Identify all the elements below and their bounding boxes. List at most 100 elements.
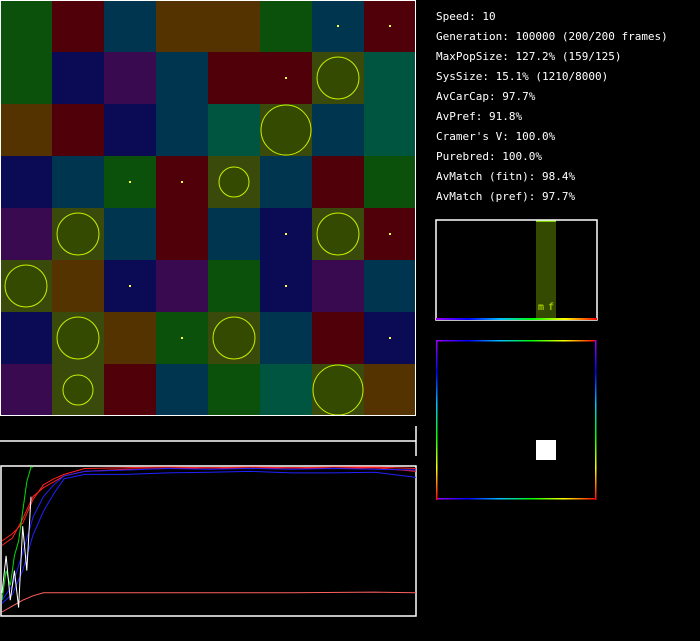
- grid-cell[interactable]: [156, 52, 208, 104]
- grid-cell[interactable]: [156, 104, 208, 156]
- grid-cell[interactable]: [260, 364, 312, 416]
- grid-cell[interactable]: [0, 104, 52, 156]
- stat-label: MaxPopSize: [436, 50, 503, 63]
- stat-line: Generation: 100000 (200/200 frames): [436, 30, 668, 43]
- agent-dot: [337, 25, 339, 27]
- stat-line: MaxPopSize: 127.2% (159/125): [436, 50, 622, 63]
- histogram-label-m: m: [538, 302, 544, 313]
- stat-label: Cramer's V: [436, 130, 503, 143]
- grid-cell[interactable]: [156, 364, 208, 416]
- agent-dot: [181, 337, 183, 339]
- grid-cell[interactable]: [0, 364, 52, 416]
- grid-cell[interactable]: [156, 0, 208, 52]
- stat-value: 98.4%: [541, 170, 576, 183]
- grid-cell[interactable]: [0, 312, 52, 364]
- agent-circle: [218, 166, 250, 198]
- grid-cell[interactable]: [364, 52, 416, 104]
- grid-cell[interactable]: [104, 208, 156, 260]
- world-grid[interactable]: [0, 0, 416, 416]
- stat-line: Cramer's V: 100.0%: [436, 130, 556, 143]
- stat-value: 127.2% (159/125): [515, 50, 622, 63]
- stat-line: Purebred: 100.0%: [436, 150, 542, 163]
- grid-cell[interactable]: [312, 260, 364, 312]
- stat-label: SysSize: [436, 70, 483, 83]
- matrix-cell: [536, 440, 556, 460]
- grid-cell[interactable]: [364, 156, 416, 208]
- agent-circle: [56, 212, 100, 256]
- agent-dot: [129, 181, 131, 183]
- grid-cell[interactable]: [52, 156, 104, 208]
- stat-value: 100000 (200/200 frames): [515, 30, 668, 43]
- agent-dot: [389, 25, 391, 27]
- grid-cell[interactable]: [260, 312, 312, 364]
- grid-cell[interactable]: [52, 52, 104, 104]
- grid-cell[interactable]: [312, 156, 364, 208]
- grid-cell[interactable]: [208, 364, 260, 416]
- agent-dot: [285, 233, 287, 235]
- stat-line: Speed: 10: [436, 10, 496, 23]
- series-line: [1, 466, 417, 542]
- grid-cell[interactable]: [104, 364, 156, 416]
- grid-cell[interactable]: [52, 0, 104, 52]
- agent-dot: [285, 77, 287, 79]
- agent-circle: [62, 374, 94, 406]
- grid-cell[interactable]: [364, 104, 416, 156]
- grid-cell[interactable]: [260, 156, 312, 208]
- timeline-strip: [0, 426, 417, 456]
- stat-label: AvPref: [436, 110, 476, 123]
- grid-cell[interactable]: [312, 104, 364, 156]
- stat-line: AvMatch (fitn): 98.4%: [436, 170, 576, 183]
- stat-line: AvMatch (pref): 97.7%: [436, 190, 576, 203]
- preference-histogram: m f: [435, 219, 598, 321]
- grid-cell[interactable]: [0, 0, 52, 52]
- mating-matrix: [436, 340, 597, 500]
- grid-cell[interactable]: [208, 260, 260, 312]
- stat-value: 97.7%: [502, 90, 536, 103]
- grid-cell[interactable]: [52, 104, 104, 156]
- grid-cell[interactable]: [0, 156, 52, 208]
- stat-value: 100.0%: [515, 130, 556, 143]
- grid-cell[interactable]: [364, 260, 416, 312]
- grid-cell[interactable]: [260, 0, 312, 52]
- grid-cell[interactable]: [156, 260, 208, 312]
- stat-value: 91.8%: [489, 110, 523, 123]
- grid-cell[interactable]: [104, 104, 156, 156]
- stat-line: SysSize: 15.1% (1210/8000): [436, 70, 609, 83]
- grid-cell[interactable]: [312, 312, 364, 364]
- series-line: [1, 496, 32, 608]
- grid-cell[interactable]: [0, 208, 52, 260]
- agent-circle: [260, 104, 312, 156]
- stat-value: 15.1% (1210/8000): [495, 70, 609, 83]
- grid-cell[interactable]: [104, 312, 156, 364]
- stat-label: AvCarCap: [436, 90, 489, 103]
- stat-label: Generation: [436, 30, 503, 43]
- grid-cell[interactable]: [364, 364, 416, 416]
- grid-cell[interactable]: [156, 208, 208, 260]
- agent-circle: [4, 264, 48, 308]
- stat-value: 10: [482, 10, 496, 23]
- agent-dot: [181, 181, 183, 183]
- grid-border: [0, 0, 416, 416]
- histogram-label-f: f: [548, 302, 554, 313]
- stats-panel: Speed: 10 Generation: 100000 (200/200 fra…: [436, 9, 668, 209]
- stat-value: 97.7%: [541, 190, 576, 203]
- series-line: [1, 467, 417, 601]
- stat-label: Purebred: [436, 150, 489, 163]
- agent-circle: [312, 364, 364, 416]
- grid-cell[interactable]: [208, 208, 260, 260]
- stat-label: Speed: [436, 10, 470, 23]
- stat-label: AvMatch (pref): [436, 190, 529, 203]
- agent-circle: [56, 316, 100, 360]
- grid-cell[interactable]: [0, 52, 52, 104]
- grid-cell[interactable]: [52, 260, 104, 312]
- agent-circle: [316, 56, 360, 100]
- grid-cell[interactable]: [104, 52, 156, 104]
- grid-cell[interactable]: [208, 0, 260, 52]
- grid-cell[interactable]: [104, 0, 156, 52]
- stat-line: AvPref: 91.8%: [436, 110, 523, 123]
- grid-cell[interactable]: [208, 52, 260, 104]
- grid-cell[interactable]: [208, 104, 260, 156]
- agent-dot: [285, 285, 287, 287]
- history-plot: [0, 465, 417, 617]
- agent-circle: [316, 212, 360, 256]
